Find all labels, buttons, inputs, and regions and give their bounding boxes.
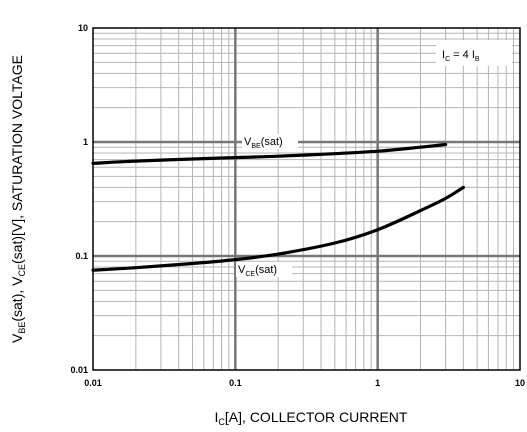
x-tick-labels: 0.01 0.1 1 10	[84, 378, 525, 388]
series-label-vce: VCE(sat)	[236, 262, 292, 278]
y-tick-labels: 0.01 0.1 1 10	[70, 23, 88, 375]
series-label-vbe: VBE(sat)	[242, 134, 298, 150]
y-tick-label: 0.1	[75, 251, 88, 261]
plot-background	[93, 28, 520, 370]
condition-label: IC = 4 IB	[442, 49, 480, 63]
y-axis-title: VBE(sat), VCE(sat)[V], SATURATION VOLTAG…	[9, 55, 27, 343]
y-tick-label: 0.01	[70, 365, 88, 375]
x-axis-title: IC[A], COLLECTOR CURRENT	[215, 409, 408, 427]
vbe-sat-curve	[91, 142, 448, 165]
series-label-vce-text: VCE(sat)	[238, 264, 277, 278]
series-layer	[91, 142, 465, 272]
x-tick-label: 1	[375, 378, 380, 388]
y-tick-label: 10	[78, 23, 88, 33]
x-tick-label: 0.1	[229, 378, 242, 388]
minor-gridlines	[93, 28, 520, 370]
x-tick-label: 0.01	[84, 378, 102, 388]
plot-frame	[92, 27, 521, 371]
series-label-vbe-bg	[242, 134, 298, 149]
condition-legend: IC = 4 IB	[436, 40, 512, 66]
vce-sat-curve	[91, 185, 465, 272]
major-gridlines	[93, 28, 520, 370]
series-label-vce-bg	[236, 262, 292, 277]
x-tick-label: 10	[515, 378, 525, 388]
y-tick-label: 1	[83, 137, 88, 147]
series-label-vbe-text: VBE(sat)	[244, 136, 283, 150]
condition-box	[436, 40, 512, 66]
